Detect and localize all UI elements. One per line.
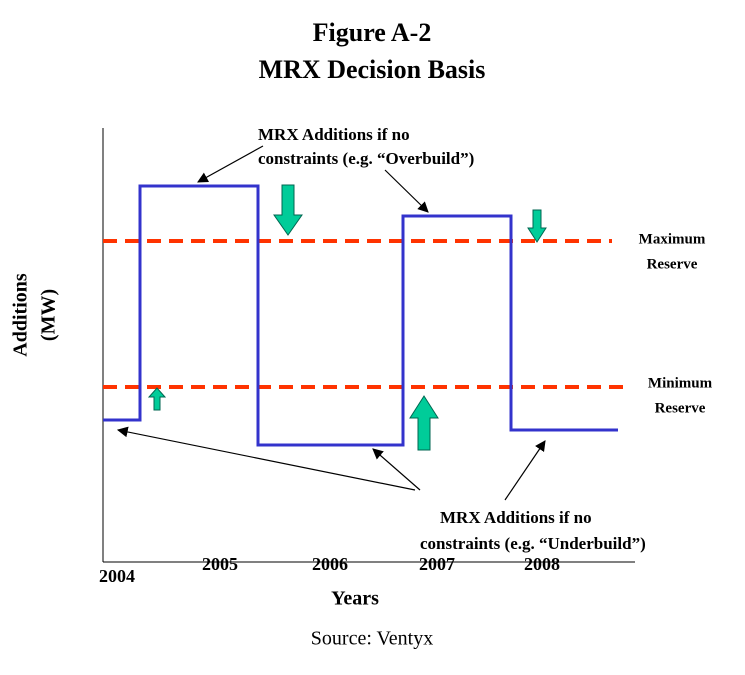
down-arrow bbox=[273, 184, 303, 236]
annotation: constraints (e.g. “Overbuild”) bbox=[258, 149, 474, 168]
x-axis-label: Years bbox=[331, 588, 379, 610]
title: Figure A-2 bbox=[313, 18, 432, 47]
x-label: 2007 bbox=[419, 554, 455, 574]
reference-label: Reserve bbox=[647, 256, 698, 272]
annotation: constraints (e.g. “Underbuild”) bbox=[420, 534, 646, 553]
x-label: 2005 bbox=[202, 554, 238, 574]
pointer bbox=[372, 448, 421, 491]
reference-label: Maximum bbox=[639, 231, 706, 247]
pointer bbox=[384, 169, 429, 213]
pointer bbox=[197, 145, 264, 183]
reference-label: Reserve bbox=[655, 400, 706, 416]
down-arrow bbox=[527, 209, 547, 243]
x-label: 2004 bbox=[99, 566, 135, 586]
up-arrow bbox=[409, 395, 439, 451]
y-axis-label: Additions bbox=[10, 273, 32, 357]
y-axis-label: (MW) bbox=[38, 289, 60, 341]
title: MRX Decision Basis bbox=[259, 55, 486, 84]
y-axis-label-line: (MW) bbox=[38, 289, 60, 341]
y-axis-label-line: Additions bbox=[10, 273, 32, 357]
additions-step-line bbox=[103, 184, 618, 447]
annotation: MRX Additions if no bbox=[258, 125, 410, 144]
reference-label: Minimum bbox=[648, 375, 713, 391]
pointer bbox=[504, 440, 546, 501]
pointer bbox=[116, 426, 416, 491]
up-arrow bbox=[147, 387, 167, 411]
source: Source: Ventyx bbox=[311, 628, 433, 650]
x-label: 2006 bbox=[312, 554, 348, 574]
annotation: MRX Additions if no bbox=[440, 508, 592, 527]
x-label: 2008 bbox=[524, 554, 560, 574]
